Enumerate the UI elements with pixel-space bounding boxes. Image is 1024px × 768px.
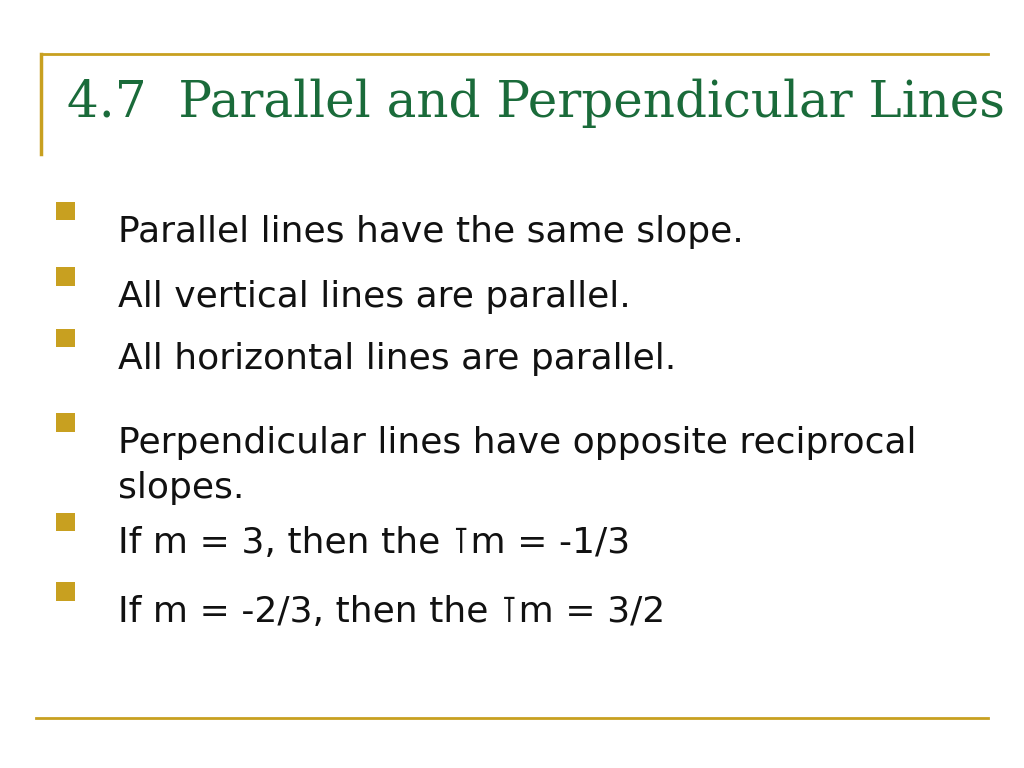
Bar	[56, 582, 75, 601]
Text: Parallel lines have the same slope.: Parallel lines have the same slope.	[118, 215, 743, 249]
Text: 4.7  Parallel and Perpendicular Lines: 4.7 Parallel and Perpendicular Lines	[67, 79, 1005, 128]
Bar	[56, 267, 75, 286]
Text: Perpendicular lines have opposite reciprocal
slopes.: Perpendicular lines have opposite recipr…	[118, 426, 916, 505]
Text: If m = 3, then the ⊺m = -1/3: If m = 3, then the ⊺m = -1/3	[118, 526, 630, 560]
Text: All horizontal lines are parallel.: All horizontal lines are parallel.	[118, 342, 676, 376]
Bar	[56, 413, 75, 432]
Bar	[56, 202, 75, 220]
Bar	[56, 329, 75, 347]
Text: All vertical lines are parallel.: All vertical lines are parallel.	[118, 280, 631, 314]
Bar	[56, 513, 75, 531]
Text: If m = -2/3, then the ⊺m = 3/2: If m = -2/3, then the ⊺m = 3/2	[118, 595, 665, 629]
